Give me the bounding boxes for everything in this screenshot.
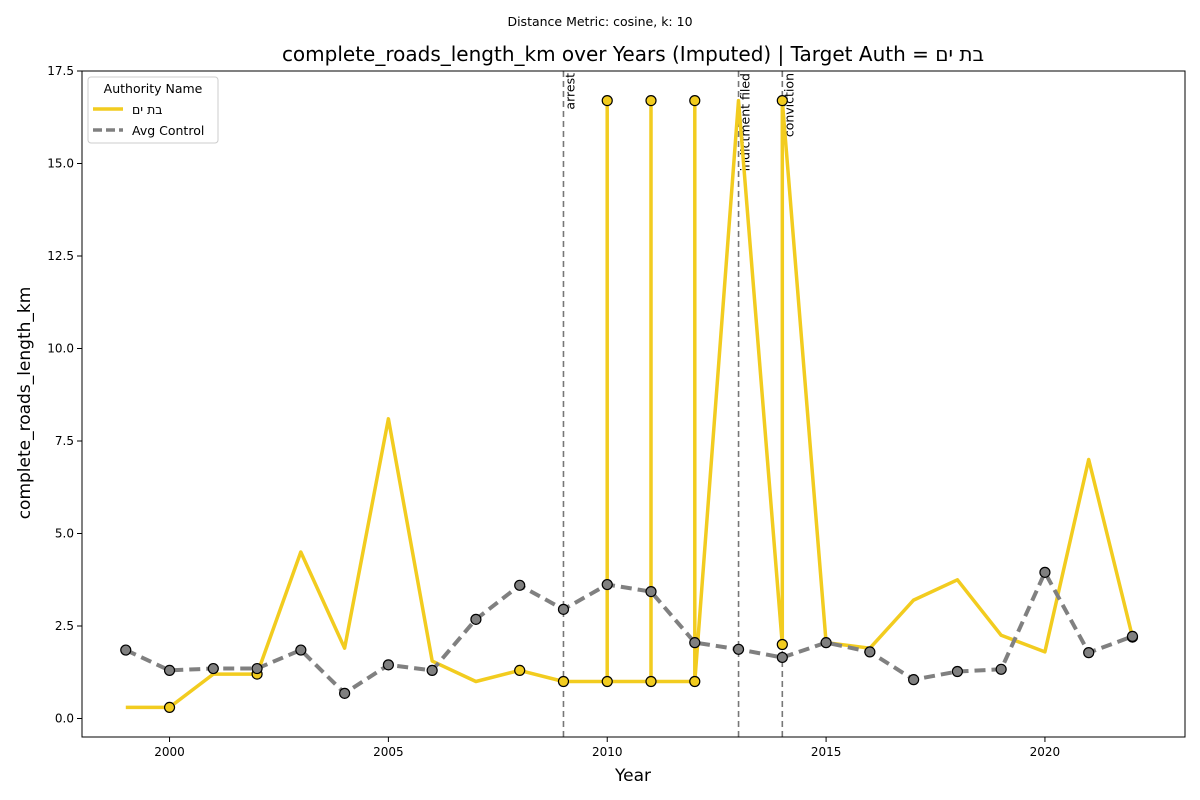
data-point-avg-control [426, 664, 438, 677]
legend: Authority Name בת ים Avg Control [87, 76, 219, 144]
data-point-avg-control [1039, 566, 1051, 578]
series-line-avg-control [124, 570, 1134, 696]
data-point-avg-control [820, 637, 832, 649]
y-tick-label: 2.5 [55, 619, 74, 633]
axes-frame [81, 70, 1186, 738]
data-point-avg-control [689, 637, 701, 649]
legend-box [87, 76, 219, 144]
data-point-avg-control [557, 603, 570, 615]
legend-label-avg-control: Avg Control [132, 123, 204, 138]
data-point-target [645, 675, 657, 688]
x-tick-label: 2015 [811, 745, 842, 759]
data-point-avg-control [864, 646, 876, 658]
y-tick-label: 15.0 [47, 157, 74, 171]
data-point-target [645, 94, 657, 107]
data-point-avg-control [1126, 630, 1139, 642]
y-tick-label: 17.5 [47, 64, 74, 78]
data-point-target [776, 94, 788, 107]
legend-title: Authority Name [104, 81, 203, 96]
data-point-avg-control [995, 663, 1007, 675]
data-point-avg-control [514, 579, 526, 591]
y-tick-label: 12.5 [47, 249, 74, 263]
data-point-avg-control [295, 644, 307, 656]
data-point-avg-control [207, 662, 219, 675]
chart-suptitle: Distance Metric: cosine, k: 10 [507, 14, 692, 29]
data-point-target [557, 675, 570, 688]
data-point-target [689, 94, 701, 107]
y-tick-label: 7.5 [55, 434, 74, 448]
x-tick-label: 2005 [373, 745, 404, 759]
data-point-target [601, 675, 613, 688]
data-point-target [776, 638, 788, 651]
data-point-target [514, 664, 526, 677]
x-tick-label: 2020 [1030, 745, 1061, 759]
y-tick-label: 5.0 [55, 527, 74, 541]
data-point-avg-control [339, 687, 351, 699]
data-point-avg-control [470, 613, 482, 625]
data-point-avg-control [163, 664, 176, 677]
chart-title: complete_roads_length_km over Years (Imp… [282, 42, 984, 66]
plot-area: arrest indictment filed conviction [120, 71, 1139, 737]
data-point-avg-control [776, 651, 788, 664]
data-point-avg-control [951, 665, 963, 678]
data-point-avg-control [120, 644, 132, 656]
data-point-avg-control [382, 659, 394, 671]
data-point-avg-control [732, 643, 745, 655]
y-tick-label: 10.0 [47, 342, 74, 356]
data-point-avg-control [645, 585, 657, 598]
x-tick-label: 2010 [592, 745, 623, 759]
data-point-avg-control [601, 578, 613, 591]
axes-ticks: 2000 2005 2010 2015 2020 0.0 2.5 5.0 7.5 10.0 12.5… [47, 64, 1060, 759]
event-label: arrest [562, 73, 577, 110]
data-point-target [689, 675, 701, 688]
legend-label-target: בת ים [132, 102, 163, 117]
data-point-avg-control [251, 662, 263, 675]
data-point-avg-control [908, 674, 920, 686]
y-tick-label: 0.0 [55, 712, 74, 726]
data-point-target [163, 701, 176, 714]
data-point-avg-control [1083, 647, 1095, 659]
x-tick-label: 2000 [154, 745, 185, 759]
x-axis-label: Year [614, 766, 651, 786]
y-axis-label: complete_roads_length_km [15, 287, 35, 520]
data-point-target [601, 94, 613, 107]
